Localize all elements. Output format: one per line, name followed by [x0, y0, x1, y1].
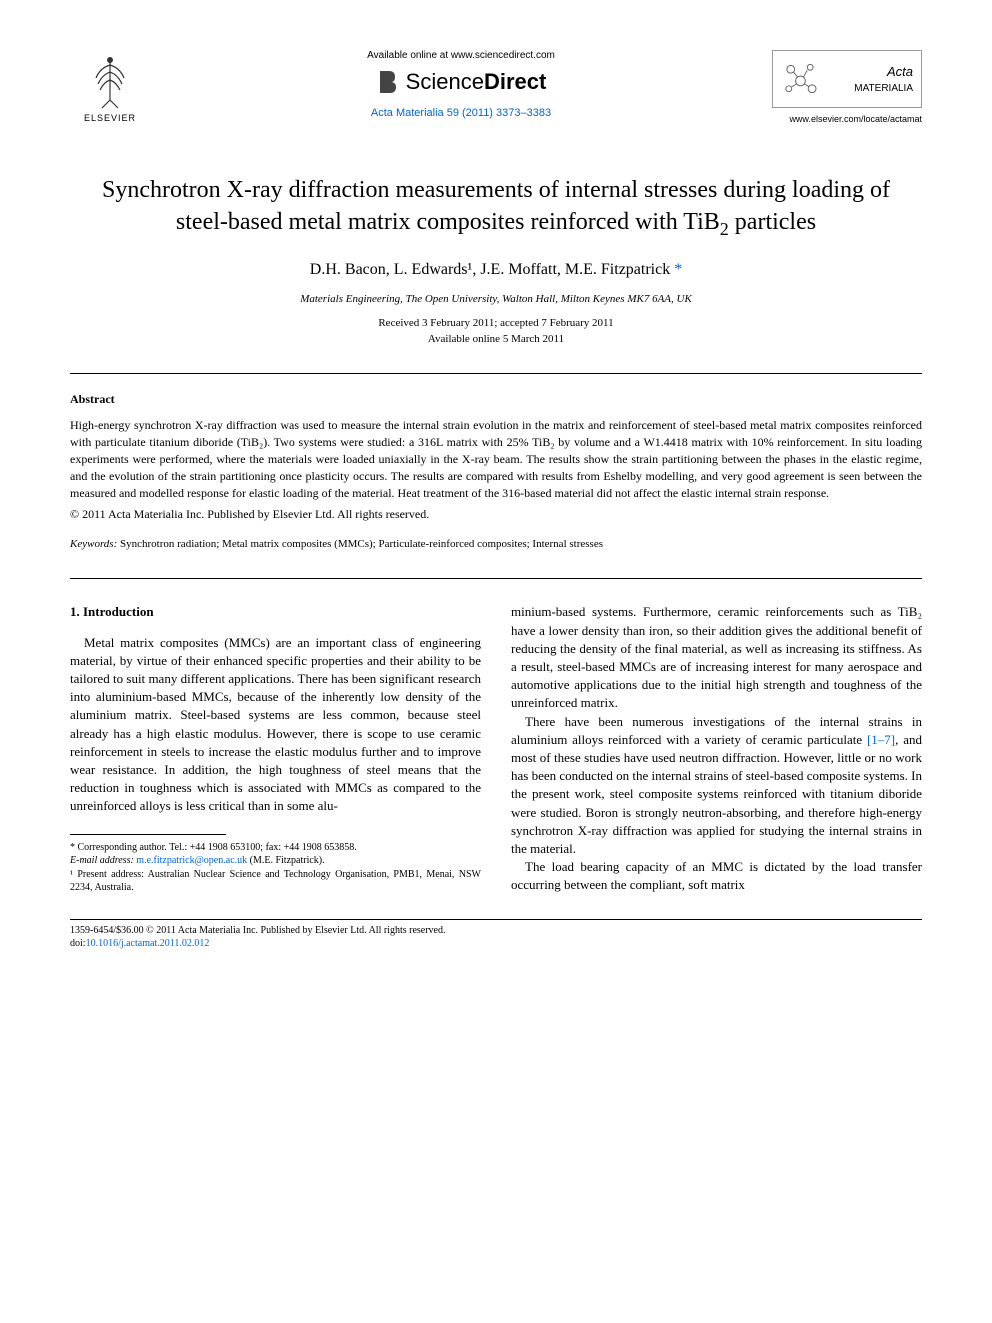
keywords-label: Keywords:: [70, 538, 117, 550]
available-online-text: Available online at www.sciencedirect.co…: [170, 50, 752, 61]
footnote-corr-line: * Corresponding author. Tel.: +44 1908 6…: [70, 841, 481, 855]
footer-rule: [70, 919, 922, 920]
abstract-heading: Abstract: [70, 392, 922, 407]
center-header: Available online at www.sciencedirect.co…: [150, 50, 772, 119]
keywords-text: Synchrotron radiation; Metal matrix comp…: [117, 538, 603, 550]
sd-suffix: Direct: [484, 69, 546, 94]
acta-materialia-box: Acta MATERIALIA: [772, 50, 922, 108]
sciencedirect-text: ScienceDirect: [406, 69, 547, 95]
molecule-icon: [781, 59, 820, 99]
footer-doi-line: doi:10.1016/j.actamat.2011.02.012: [70, 937, 922, 950]
email-address[interactable]: m.e.fitzpatrick@open.ac.uk: [136, 855, 247, 866]
elsevier-label: ELSEVIER: [84, 113, 136, 123]
elsevier-logo: ELSEVIER: [70, 50, 150, 123]
right-column: minium-based systems. Furthermore, ceram…: [511, 603, 922, 894]
journal-logo-block: Acta MATERIALIA www.elsevier.com/locate/…: [772, 50, 922, 124]
elsevier-tree-icon: [80, 50, 140, 110]
sciencedirect-logo: ScienceDirect: [170, 69, 752, 95]
page-footer: 1359-6454/$36.00 © 2011 Acta Materialia …: [70, 924, 922, 950]
received-accepted-dates: Received 3 February 2011; accepted 7 Feb…: [70, 317, 922, 329]
email-suffix: (M.E. Fitzpatrick).: [247, 855, 324, 866]
footnote-present-address: ¹ Present address: Australian Nuclear Sc…: [70, 868, 481, 895]
left-column: 1. Introduction Metal matrix composites …: [70, 603, 481, 894]
intro-paragraph-1-cont: minium-based systems. Furthermore, ceram…: [511, 603, 922, 712]
sciencedirect-icon: [376, 69, 400, 95]
divider-top: [70, 373, 922, 374]
abstract-text: High-energy synchrotron X-ray diffractio…: [70, 417, 922, 501]
sd-prefix: Science: [406, 69, 484, 94]
available-online-date: Available online 5 March 2011: [70, 333, 922, 345]
abstract-copyright: © 2011 Acta Materialia Inc. Published by…: [70, 507, 922, 522]
doi-label: doi:: [70, 938, 86, 949]
footnote-rule: [70, 834, 226, 835]
intro-paragraph-3: The load bearing capacity of an MMC is d…: [511, 858, 922, 894]
journal-url[interactable]: www.elsevier.com/locate/actamat: [772, 114, 922, 124]
reference-link-1-7[interactable]: [1–7]: [867, 732, 895, 747]
email-label: E-mail address:: [70, 855, 134, 866]
footnote-corresponding: * Corresponding author. Tel.: +44 1908 6…: [70, 841, 481, 895]
doi-link[interactable]: 10.1016/j.actamat.2011.02.012: [86, 938, 210, 949]
section-1-heading: 1. Introduction: [70, 603, 481, 621]
divider-bottom: [70, 578, 922, 579]
header-row: ELSEVIER Available online at www.science…: [70, 50, 922, 124]
keywords-line: Keywords: Synchrotron radiation; Metal m…: [70, 538, 922, 550]
footer-copyright: 1359-6454/$36.00 © 2011 Acta Materialia …: [70, 924, 922, 937]
intro-paragraph-1: Metal matrix composites (MMCs) are an im…: [70, 634, 481, 816]
corresponding-author-mark[interactable]: *: [674, 261, 682, 278]
intro-paragraph-2: There have been numerous investigations …: [511, 713, 922, 859]
acta-suffix: MATERIALIA: [854, 83, 913, 94]
authors-line: D.H. Bacon, L. Edwards¹, J.E. Moffatt, M…: [70, 261, 922, 279]
footnote-email-line: E-mail address: m.e.fitzpatrick@open.ac.…: [70, 854, 481, 868]
acta-prefix: Acta: [887, 64, 913, 79]
journal-reference[interactable]: Acta Materialia 59 (2011) 3373–3383: [170, 107, 752, 119]
article-title: Synchrotron X-ray diffraction measuremen…: [90, 174, 902, 241]
acta-text: Acta MATERIALIA: [828, 64, 913, 94]
body-columns: 1. Introduction Metal matrix composites …: [70, 603, 922, 894]
affiliation: Materials Engineering, The Open Universi…: [70, 293, 922, 305]
